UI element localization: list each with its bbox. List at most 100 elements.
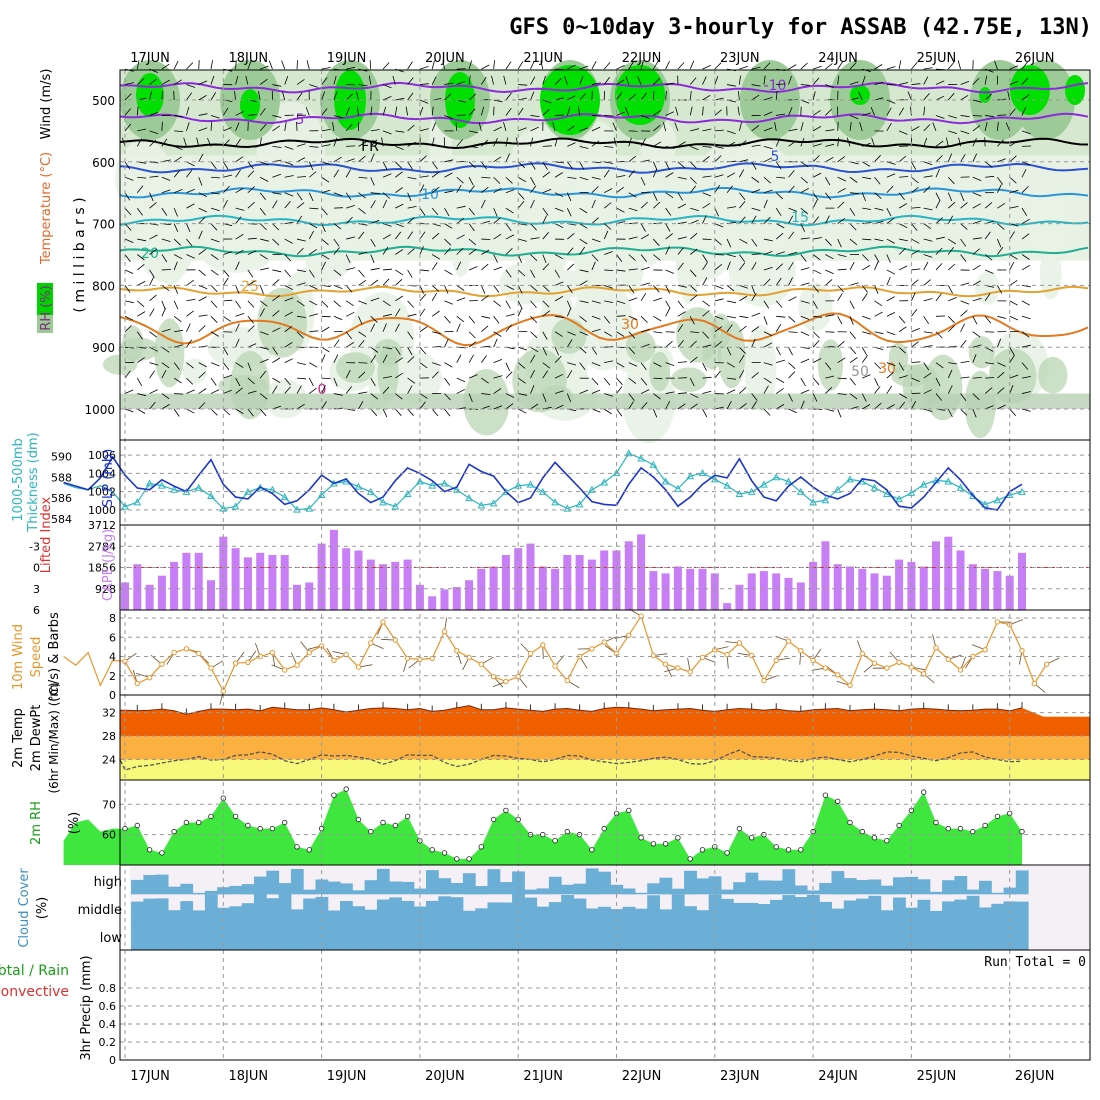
precip-ylabel-3: 3hr Precip (mm) xyxy=(79,955,94,1060)
wind-barb xyxy=(677,236,687,240)
wind-barb xyxy=(382,376,392,379)
wind-barb xyxy=(149,78,157,85)
wind-barb xyxy=(505,189,515,194)
rh-field-blob-mid xyxy=(1038,356,1068,394)
wind-barb xyxy=(911,328,920,333)
rh2m-point xyxy=(159,850,165,856)
wind-barb xyxy=(222,277,229,286)
wind-barb xyxy=(198,325,206,333)
wind-barb xyxy=(284,297,294,302)
cloud-bar xyxy=(856,921,869,950)
cloud-bar xyxy=(131,879,144,895)
wind-barb xyxy=(161,90,163,101)
cape-bar xyxy=(686,568,695,610)
wind10-point xyxy=(552,663,558,669)
wind-barb xyxy=(837,188,846,194)
rh2m-point xyxy=(921,789,927,795)
wind-barb xyxy=(505,153,510,162)
wind-barb xyxy=(603,230,609,240)
wind-barb xyxy=(260,267,269,271)
wind-barb xyxy=(395,223,404,228)
wind-barb xyxy=(247,408,254,417)
wind-barb xyxy=(751,144,761,147)
wind-barb xyxy=(960,393,967,401)
cloud-bar xyxy=(462,910,476,923)
temp-tick-label: 28 xyxy=(102,730,116,743)
wind-barb xyxy=(174,329,184,333)
cloud-bar xyxy=(757,921,771,950)
wind-barb xyxy=(358,279,367,286)
wind-barb xyxy=(726,285,735,292)
cloud-bar xyxy=(303,921,316,950)
wind-barb xyxy=(935,247,943,255)
wind-barb xyxy=(665,300,671,309)
data-layer: -105FR5101520253003050 xyxy=(63,60,1090,950)
wind-barb xyxy=(247,60,252,70)
cloud-bar xyxy=(696,878,710,895)
wind-barb xyxy=(800,122,804,132)
wind-barb xyxy=(505,362,510,371)
wind-barb xyxy=(493,338,498,348)
wind-barb xyxy=(259,207,266,216)
precip-ylabel-2: Convective xyxy=(0,984,69,1000)
wind-barb xyxy=(788,331,798,333)
wind-barb xyxy=(591,408,601,413)
wind-barb xyxy=(874,261,879,271)
wind-barb xyxy=(911,207,921,209)
wind-barb xyxy=(763,408,771,416)
wind-barb xyxy=(984,161,993,168)
wind10-point xyxy=(724,651,730,658)
cape-bar xyxy=(243,557,252,610)
wind-barb xyxy=(567,95,576,101)
wind-barb xyxy=(899,82,908,85)
wind-barb xyxy=(616,111,625,116)
wind-barb xyxy=(259,192,267,201)
wind-barb xyxy=(726,141,736,147)
wind-barb xyxy=(517,285,523,294)
wind-barb xyxy=(345,254,351,263)
wind-barb xyxy=(714,370,721,379)
cape-bar xyxy=(563,555,572,610)
wind-barb xyxy=(603,62,611,70)
wind-barb xyxy=(247,161,254,170)
wind-barb xyxy=(382,106,387,116)
cloud-bar xyxy=(278,921,292,950)
wind-barb xyxy=(948,130,958,134)
wind-barb xyxy=(530,76,536,85)
wind-barb xyxy=(321,189,331,194)
wind-barb xyxy=(272,223,279,231)
rh2m-point xyxy=(884,838,890,844)
wind-barb xyxy=(161,121,163,131)
wind-barb xyxy=(407,347,413,356)
wind-barb xyxy=(333,137,338,147)
wind-barb xyxy=(984,122,988,131)
wind-barb xyxy=(603,316,611,324)
cloud-bar xyxy=(254,894,267,923)
wind-barb xyxy=(862,315,871,320)
wind-barb xyxy=(149,248,158,255)
wind-barb xyxy=(468,207,476,216)
wind-barb xyxy=(333,354,339,363)
wind-barb xyxy=(272,84,282,87)
wind-barb xyxy=(923,279,931,286)
wind-barb xyxy=(137,176,147,179)
wind-barb xyxy=(358,207,366,215)
cloud-bar xyxy=(462,921,476,950)
rh2m-point xyxy=(282,819,288,826)
contour-label: FR xyxy=(361,139,379,155)
temp-line xyxy=(119,705,1023,715)
cloud-bar xyxy=(598,871,611,895)
thickness-marker xyxy=(145,479,154,487)
wind-barb xyxy=(382,130,392,135)
cloud-bar xyxy=(585,908,599,923)
wind-barb xyxy=(186,323,191,332)
cloud-bar xyxy=(340,883,353,895)
wind-barb xyxy=(800,207,809,215)
precip-tick-label: 0 xyxy=(109,1054,116,1067)
cloud-bar xyxy=(893,897,906,923)
wind-barb xyxy=(272,327,281,333)
wind-barb xyxy=(223,315,231,322)
rh-field-blob-mid xyxy=(891,364,929,387)
cloud-bar xyxy=(757,880,771,895)
wind-barb xyxy=(911,400,917,410)
